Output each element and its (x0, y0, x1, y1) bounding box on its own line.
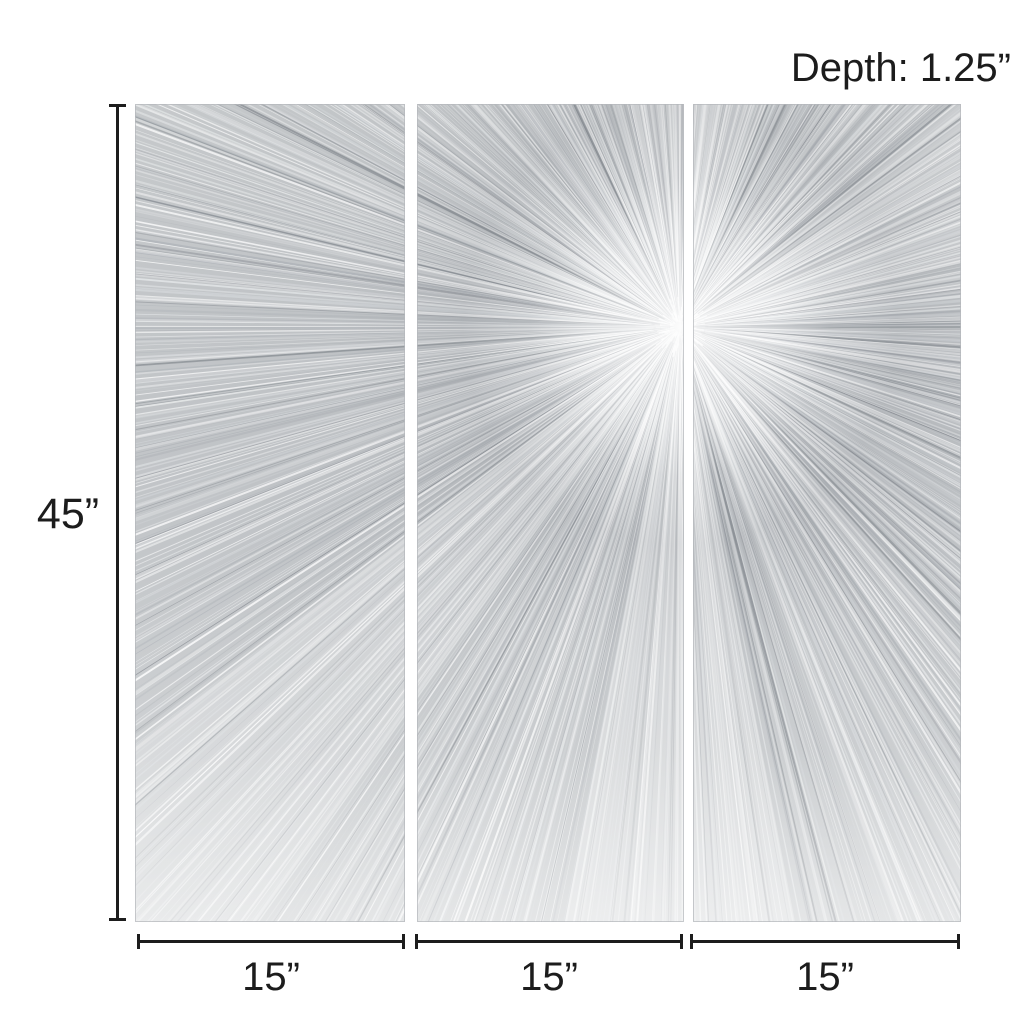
sunburst-triptych-artwork (135, 104, 961, 922)
width-dimension-line-2 (415, 934, 683, 949)
height-dimension-line (109, 104, 126, 921)
depth-label: Depth: 1.25” (790, 46, 1011, 90)
width-label-2: 15” (520, 955, 578, 999)
width-dimension-line-1 (137, 934, 405, 949)
height-label: 45” (36, 490, 100, 538)
width-dimension-line-3 (690, 934, 960, 949)
width-label-1: 15” (242, 955, 300, 999)
width-label-3: 15” (796, 955, 854, 999)
